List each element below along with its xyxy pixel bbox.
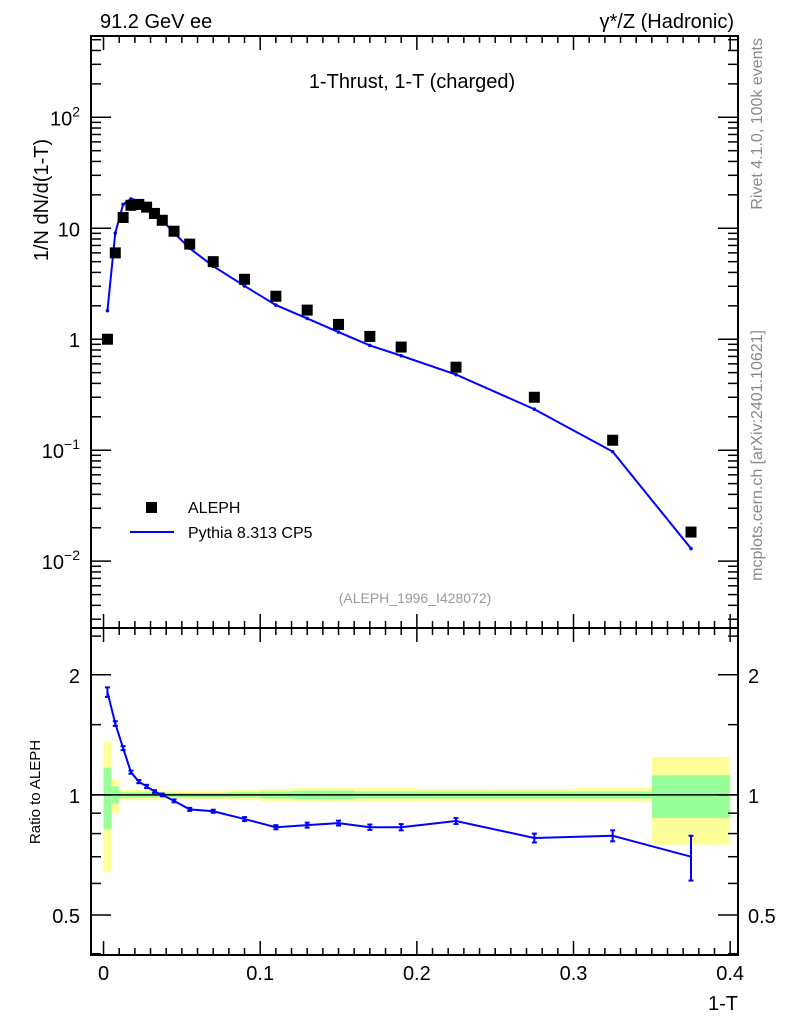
mcplots-credit: mcplots.cern.ch [arXiv:2401.10621]	[749, 330, 766, 581]
mc-point	[113, 231, 118, 235]
data-point	[301, 304, 313, 316]
y-tick-label: 10−2	[42, 547, 80, 574]
data-point	[528, 391, 540, 403]
x-axis-label: 1-T	[708, 993, 738, 1015]
mc-point	[105, 308, 110, 313]
data-point	[156, 214, 168, 226]
data-point	[133, 198, 145, 210]
legend-marker-aleph	[146, 502, 157, 513]
data-point	[184, 238, 196, 250]
data-point	[270, 290, 282, 302]
mc-point	[274, 303, 278, 307]
x-tick-label: 0.2	[403, 963, 431, 985]
rivet-version: Rivet 4.1.0, 100k events	[749, 38, 766, 210]
y-tick-label: 10−1	[42, 436, 80, 463]
mc-point	[454, 372, 458, 377]
data-point	[101, 333, 113, 345]
y-tick-label: 1	[69, 330, 80, 352]
data-point	[395, 341, 407, 353]
data-point	[685, 526, 697, 538]
ratio-y-tick-label-left: 2	[69, 666, 80, 688]
mc-point	[336, 330, 341, 334]
x-tick-label: 0.4	[716, 963, 744, 985]
data-point	[333, 318, 345, 330]
chart-title: 1-Thrust, 1-T (charged)	[309, 71, 515, 93]
mc-point	[610, 449, 615, 454]
x-tick-label: 0.3	[560, 963, 588, 985]
header-process: γ*/Z (Hadronic)	[600, 11, 734, 33]
data-point	[168, 225, 180, 237]
legend-label-aleph: ALEPH	[188, 500, 240, 517]
ratio-y-tick-label-right: 0.5	[748, 906, 776, 928]
x-tick-label: 0	[98, 963, 109, 985]
ratio-y-tick-label-right: 1	[748, 786, 759, 808]
data-point	[364, 330, 376, 342]
analysis-id: (ALEPH_1996_I428072)	[339, 590, 492, 606]
y-axis-label: 1/N dN/d(1-T)	[31, 139, 53, 261]
data-point	[148, 207, 160, 219]
mc-point	[689, 546, 693, 551]
y-tick-label: 10	[58, 219, 80, 241]
data-point	[450, 361, 462, 373]
band-stat	[651, 775, 731, 819]
data-point	[141, 201, 153, 213]
data-point	[109, 247, 121, 259]
header-energy: 91.2 GeV ee	[100, 11, 212, 33]
mc-point	[399, 353, 403, 358]
data-point	[207, 256, 219, 268]
mc-point	[305, 316, 309, 321]
mc-point	[129, 197, 133, 201]
mc-point	[368, 343, 372, 348]
ratio-frame	[90, 627, 739, 956]
ratio-y-tick-label-left: 1	[69, 786, 80, 808]
ratio-y-axis-label: Ratio to ALEPH	[27, 740, 44, 844]
mc-point	[121, 202, 125, 207]
band-stat	[103, 767, 112, 830]
legend-label-pythia: Pythia 8.313 CP5	[188, 525, 313, 542]
ratio-y-tick-label-right: 2	[748, 666, 759, 688]
mc-point	[532, 407, 537, 412]
mc-point	[242, 284, 247, 288]
data-point	[607, 434, 619, 446]
data-point	[125, 199, 137, 211]
x-tick-label: 0.1	[246, 963, 274, 985]
ratio-y-tick-label-left: 0.5	[52, 906, 80, 928]
data-point	[239, 273, 251, 285]
y-tick-label: 102	[50, 103, 80, 130]
data-point	[117, 212, 129, 224]
